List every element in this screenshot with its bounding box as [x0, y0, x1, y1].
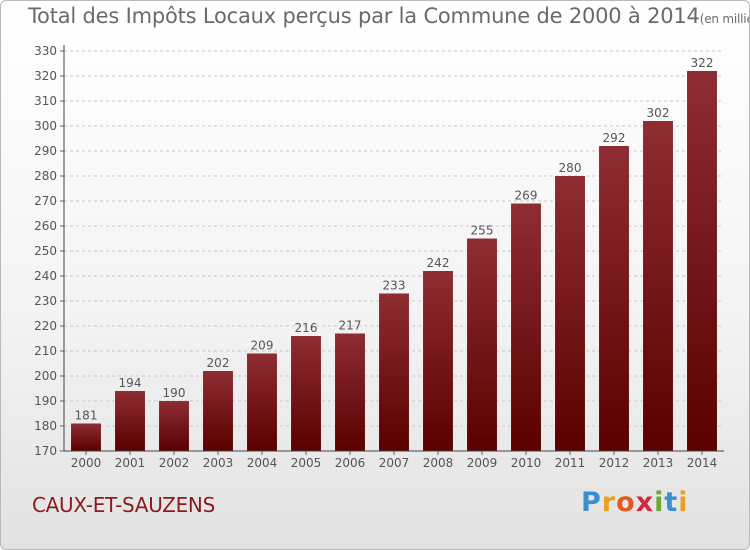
bar	[335, 333, 365, 451]
bar	[467, 238, 497, 451]
y-tick-label: 220	[34, 319, 57, 333]
bar	[71, 423, 101, 451]
value-label: 194	[119, 376, 142, 390]
commune-name: CAUX-ET-SAUZENS	[32, 493, 215, 517]
bar	[379, 293, 409, 451]
x-tick-label: 2006	[335, 456, 366, 470]
x-tick-label: 2001	[115, 456, 146, 470]
x-tick-label: 2000	[71, 456, 102, 470]
value-label: 181	[75, 409, 98, 423]
chart-title: Total des Impôts Locaux perçus par la Co…	[28, 4, 749, 28]
x-tick-label: 2002	[159, 456, 190, 470]
bar	[599, 146, 629, 451]
value-label: 302	[647, 106, 670, 120]
y-tick-label: 250	[34, 244, 57, 258]
y-tick-label: 260	[34, 219, 57, 233]
logo-letter: P	[581, 487, 602, 518]
bar	[423, 271, 453, 451]
value-label: 233	[383, 279, 406, 293]
bar	[511, 203, 541, 451]
y-tick-label: 320	[34, 69, 57, 83]
chart-subtitle: (en milliers d'€)	[699, 12, 749, 26]
y-tick-label: 290	[34, 144, 57, 158]
y-tick-label: 330	[34, 44, 57, 58]
x-axis-ticks: 2000 2001 2002 2003 2004 2005 2006 2007 2008 2009…	[71, 451, 718, 470]
axes	[63, 45, 724, 452]
x-tick-label: 2010	[511, 456, 542, 470]
x-tick-label: 2003	[203, 456, 234, 470]
bar	[291, 336, 321, 451]
y-tick-label: 300	[34, 119, 57, 133]
x-tick-label: 2012	[599, 456, 630, 470]
bar	[687, 71, 717, 451]
logo-letter: r	[601, 487, 617, 518]
x-tick-label: 2007	[379, 456, 410, 470]
bar	[115, 391, 145, 451]
logo-letter: i	[678, 487, 689, 518]
value-label: 202	[207, 356, 230, 370]
value-label: 280	[559, 161, 582, 175]
bar	[643, 121, 673, 451]
y-tick-label: 200	[34, 369, 57, 383]
x-tick-label: 2008	[423, 456, 454, 470]
logo-letter: i	[654, 487, 665, 518]
x-tick-label: 2011	[555, 456, 586, 470]
value-label: 322	[691, 56, 714, 70]
bar	[555, 176, 585, 451]
value-label: 242	[427, 256, 450, 270]
chart-title-text: Total des Impôts Locaux perçus par la Co…	[28, 4, 700, 28]
y-tick-label: 310	[34, 94, 57, 108]
value-label: 190	[163, 386, 186, 400]
value-label: 292	[603, 131, 626, 145]
value-label: 216	[295, 321, 318, 335]
proxiti-logo: Proxiti	[581, 487, 689, 518]
y-tick-label: 230	[34, 294, 57, 308]
value-label: 255	[471, 224, 494, 238]
logo-letter: o	[616, 487, 636, 518]
y-tick-label: 190	[34, 394, 57, 408]
x-tick-label: 2014	[687, 456, 718, 470]
logo-letter: t	[664, 487, 679, 518]
x-tick-label: 2009	[467, 456, 498, 470]
x-tick-label: 2004	[247, 456, 278, 470]
y-tick-label: 210	[34, 344, 57, 358]
y-tick-label: 170	[34, 444, 57, 458]
y-axis-ticks: 170 180 190 200 210 220 230 240 250 260 270 280 290 3…	[34, 44, 64, 458]
bar	[247, 353, 277, 451]
y-tick-label: 180	[34, 419, 57, 433]
x-tick-label: 2005	[291, 456, 322, 470]
bar	[159, 401, 189, 451]
bar	[203, 371, 233, 451]
logo-letter: x	[635, 487, 655, 518]
value-label: 269	[515, 189, 538, 203]
bars	[71, 71, 717, 451]
y-tick-label: 270	[34, 194, 57, 208]
value-label: 217	[339, 319, 362, 333]
value-label: 209	[251, 339, 274, 353]
x-tick-label: 2013	[643, 456, 674, 470]
y-tick-label: 240	[34, 269, 57, 283]
value-labels: 181 194 190 202 209 216 217 233 242 255 269 280 292 3…	[75, 56, 714, 423]
y-tick-label: 280	[34, 169, 57, 183]
